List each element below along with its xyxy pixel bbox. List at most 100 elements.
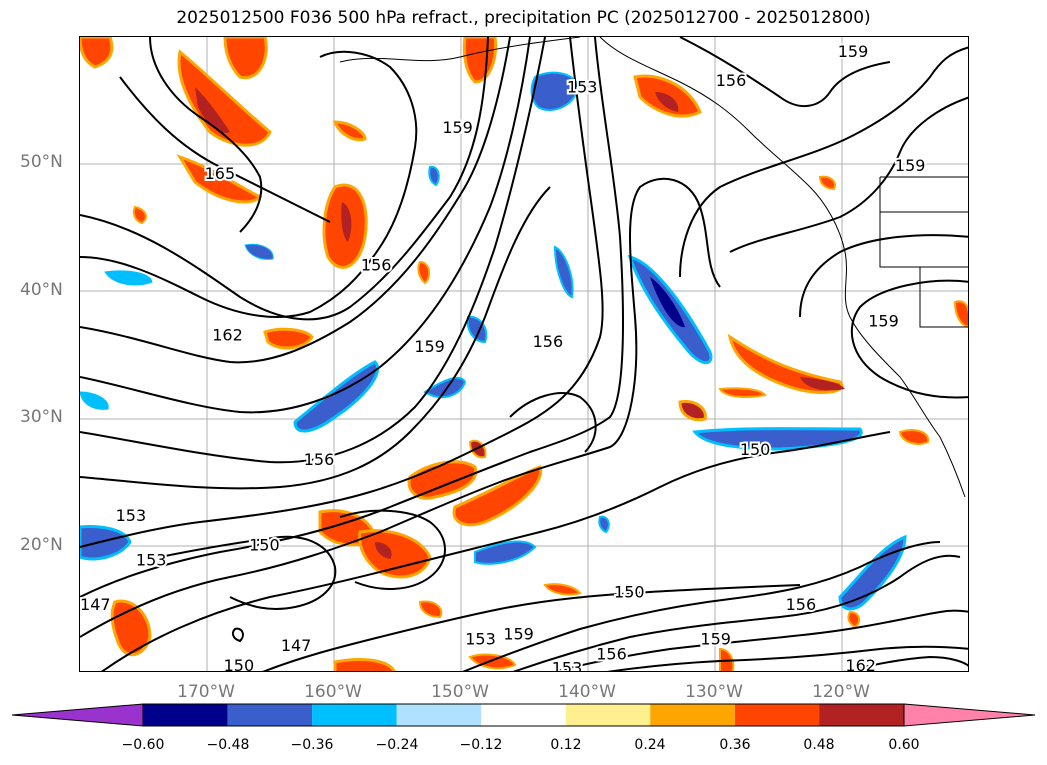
contour-label: 165 <box>205 164 236 183</box>
contour-label: 156 <box>716 71 747 90</box>
contour-line <box>462 541 941 671</box>
contour-label: 162 <box>845 656 876 672</box>
contour-label: 156 <box>786 595 817 614</box>
contour-line <box>80 186 551 490</box>
precip-area <box>847 610 861 629</box>
lat-label-20n: 20°N <box>20 535 63 555</box>
precip-area <box>333 658 396 671</box>
precip-area <box>818 175 836 191</box>
lat-label-30n: 30°N <box>20 407 63 427</box>
contour-label: 156 <box>533 332 564 351</box>
contour-labels: 159 153 156 159 159 165 156 162 159 156 159 156 150 1… <box>80 40 927 672</box>
precip-area <box>838 534 907 611</box>
precip-area <box>953 300 968 328</box>
colorbar-segment <box>227 704 313 726</box>
map-panel: 159 153 156 159 159 165 156 162 159 156 159 156 150 1… <box>79 36 969 672</box>
colorbar-tick-label: −0.24 <box>375 737 419 753</box>
precip-area <box>418 600 443 619</box>
precip-area <box>678 399 707 422</box>
colorbar-tick-label: 0.36 <box>719 737 751 753</box>
contour-label: 150 <box>249 535 280 554</box>
coastline-alaska-panhandle <box>599 37 966 498</box>
map-canvas: 159 153 156 159 159 165 156 162 159 156 159 156 150 1… <box>80 37 968 672</box>
precip-area <box>423 376 467 399</box>
precip-area <box>655 92 679 112</box>
contour-line <box>262 584 801 671</box>
precip-area <box>452 465 543 527</box>
colorbar-tick-label: 0.12 <box>550 737 582 753</box>
precip-area <box>417 260 431 285</box>
contour-line <box>159 535 337 610</box>
contour-label: 156 <box>361 256 392 275</box>
precip-area <box>407 460 478 500</box>
contour-label: 147 <box>80 595 111 614</box>
contour-line <box>512 554 961 671</box>
contour-label: 150 <box>614 582 645 601</box>
precip-area <box>650 277 685 328</box>
contour-label: 159 <box>895 156 926 175</box>
contour-line <box>80 37 546 464</box>
contour-label: 159 <box>700 629 731 648</box>
precip-negative-areas <box>80 71 907 611</box>
contour-label: 153 <box>136 551 167 570</box>
precip-area <box>898 429 930 445</box>
precip-area <box>223 37 268 80</box>
colorbar-tick-label: −0.48 <box>206 737 250 753</box>
colorbar-extend-low <box>11 703 144 727</box>
contour-line <box>850 279 968 399</box>
contour-line <box>119 76 331 223</box>
contour-label: 159 <box>503 624 534 643</box>
precip-area <box>244 243 274 260</box>
precip-area <box>80 37 114 69</box>
precip-area <box>375 542 392 559</box>
contour-label: 153 <box>465 629 496 648</box>
precip-area <box>358 529 432 579</box>
colorbar-segment <box>312 704 397 726</box>
colorbar-tick-label: 0.24 <box>634 737 666 753</box>
precip-area <box>692 427 863 451</box>
lat-label-40n: 40°N <box>20 280 63 300</box>
colorbar <box>11 703 1036 727</box>
height-contours <box>80 37 968 671</box>
contour-label: 159 <box>442 118 473 137</box>
precip-area <box>80 525 132 561</box>
colorbar-segment <box>734 704 820 726</box>
colorbar-extend-high <box>903 703 1036 727</box>
colorbar-segments <box>11 703 1036 727</box>
lon-label-130w: 130°W <box>685 682 743 702</box>
precip-area <box>263 327 314 350</box>
contour-line <box>606 645 968 671</box>
precip-area <box>727 333 844 394</box>
contour-label: 150 <box>740 440 771 459</box>
precip-area <box>718 387 767 398</box>
precip-area <box>332 120 367 142</box>
contour-line <box>843 655 968 671</box>
precip-area <box>428 165 440 187</box>
precip-area <box>543 583 582 596</box>
contour-label: 159 <box>838 42 869 61</box>
contour-line <box>80 177 721 638</box>
colorbar-tick-label: 0.60 <box>888 737 920 753</box>
precip-area <box>598 515 610 534</box>
contour-line <box>231 627 244 643</box>
contour-label: 147 <box>281 636 312 655</box>
contour-label: 162 <box>212 325 243 344</box>
lon-label-120w: 120°W <box>812 682 870 702</box>
contour-line <box>101 431 891 671</box>
precip-area <box>104 270 153 286</box>
contour-label: 156 <box>596 645 627 664</box>
colorbar-segment <box>396 704 482 726</box>
lat-label-50n: 50°N <box>20 152 63 172</box>
contour-line <box>80 50 418 318</box>
colorbar-segment <box>650 704 735 726</box>
precip-area <box>132 205 147 225</box>
contour-line <box>339 509 446 590</box>
lon-label-150w: 150°W <box>431 682 489 702</box>
contour-line <box>149 37 263 233</box>
colorbar-segment <box>565 704 651 726</box>
contour-line <box>799 234 968 318</box>
contour-line <box>80 37 511 364</box>
contour-label: 159 <box>414 337 445 356</box>
precip-area <box>800 377 845 391</box>
precip-area <box>474 540 537 565</box>
